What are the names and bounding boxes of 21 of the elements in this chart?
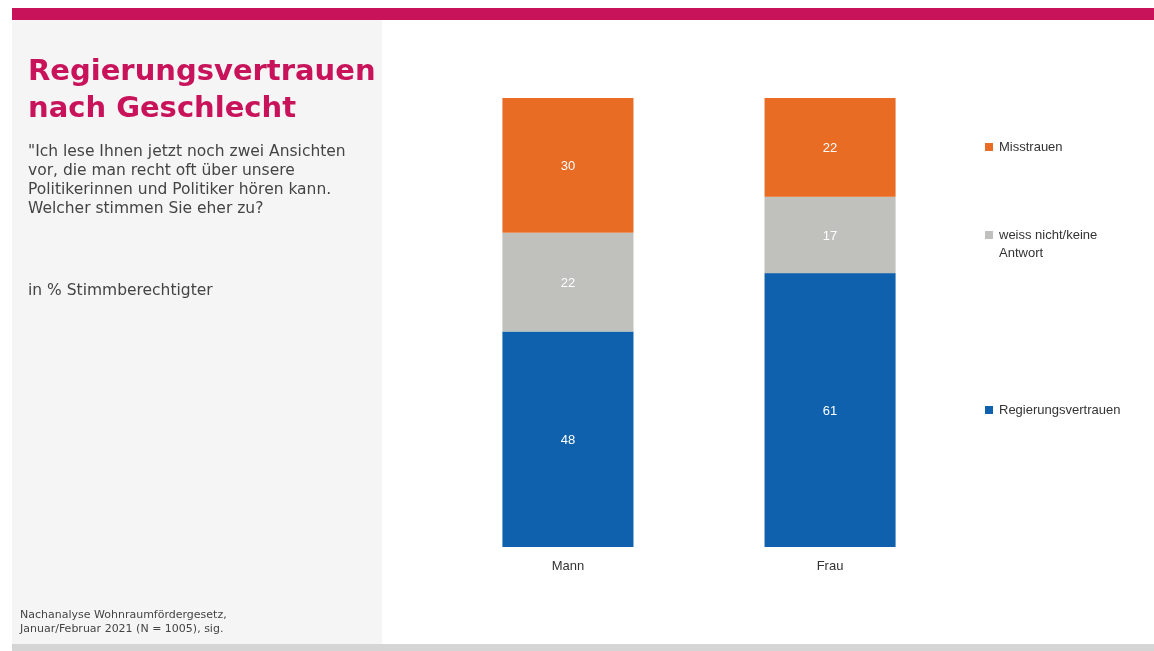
bar (502, 98, 634, 233)
data-label: 22 (560, 275, 576, 291)
text: in % Stimmberechtigter (28, 281, 213, 299)
data-label: 48 (560, 432, 576, 448)
data-label: 30 (560, 158, 576, 174)
legend-label: weiss nicht/keine Antwort (999, 225, 1099, 262)
text: Nachanalyse Wohnraumfördergesetz, Januar/Februar 2021 (N = 1005), sig. (20, 608, 228, 636)
data-label: 61 (822, 403, 838, 419)
data-label: 22 (822, 140, 838, 156)
text: Regierungsvertrauen nach Geschlecht (28, 52, 376, 126)
bar (502, 232, 634, 332)
bar (764, 98, 896, 197)
text: "Ich lese Ihnen jetzt noch zwei Ansichten vor, die man recht oft über unsere Politikerinnen und Politiker hören kann. Welcher stimmen Sie eher zu? (28, 142, 347, 218)
bar (502, 331, 634, 547)
legend-label: Misstrauen (999, 138, 1063, 157)
x-tick-label: Mann (551, 558, 585, 573)
x-tick-label: Frau (816, 558, 844, 573)
data-label: 17 (822, 227, 838, 243)
bar (764, 196, 896, 274)
bar (764, 273, 896, 547)
legend-label: Regierungsvertrauen (999, 401, 1121, 420)
